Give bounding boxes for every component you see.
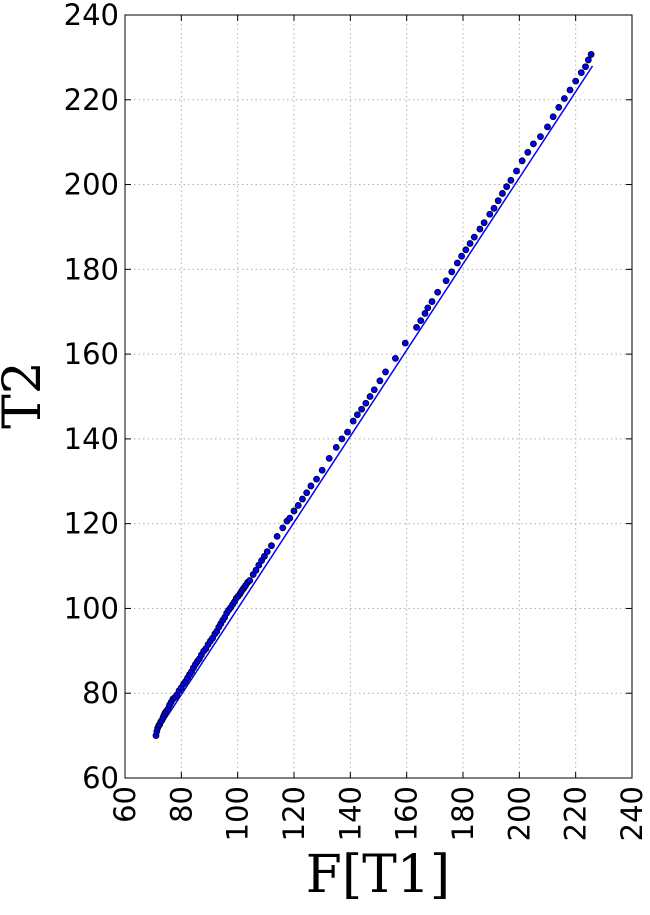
plot-area [152, 51, 595, 740]
data-point [376, 377, 384, 385]
data-point [434, 288, 442, 296]
x-tick-label: 240 [615, 786, 649, 841]
data-point [370, 386, 378, 394]
data-point [490, 204, 498, 212]
data-point [544, 123, 551, 131]
data-point [313, 475, 320, 483]
data-point [424, 304, 432, 312]
data-point [413, 324, 420, 331]
x-tick-label: 60 [108, 786, 142, 823]
data-point [555, 104, 563, 111]
data-point [273, 532, 281, 540]
x-tick-label: 220 [559, 786, 593, 841]
data-point [338, 435, 346, 443]
x-tick-label: 120 [277, 786, 311, 841]
data-point [503, 183, 511, 191]
data-point [263, 548, 271, 556]
data-point [353, 411, 361, 419]
y-axis-title: T2 [0, 361, 53, 429]
x-tick-label: 100 [221, 786, 255, 841]
data-point [458, 252, 465, 260]
x-tick-label: 200 [502, 786, 536, 841]
data-point [537, 133, 544, 141]
data-point [566, 86, 574, 94]
y-tick-label: 240 [64, 0, 119, 32]
data-point [476, 225, 484, 233]
data-point [466, 240, 474, 247]
data-point [442, 277, 450, 285]
data-point [530, 140, 537, 148]
data-point [572, 77, 580, 85]
data-point [286, 514, 294, 522]
data-point [421, 310, 429, 317]
data-point [349, 417, 357, 425]
fit-line [155, 65, 594, 734]
data-point [428, 298, 436, 305]
data-point [518, 157, 526, 165]
y-tick-label: 220 [64, 83, 119, 117]
data-point [299, 495, 306, 503]
x-tick-label: 160 [390, 786, 424, 841]
data-point [448, 268, 456, 276]
data-point [513, 167, 520, 175]
x-tick-label: 140 [333, 786, 367, 841]
data-point [358, 405, 366, 413]
data-point [549, 113, 557, 121]
y-tick-label: 180 [64, 252, 119, 286]
data-point [417, 317, 425, 325]
data-point [279, 524, 287, 532]
tick-marks [124, 14, 633, 779]
y-tick-label: 100 [64, 591, 119, 625]
data-point [290, 507, 298, 515]
data-point [268, 542, 275, 550]
plot-frame [124, 14, 633, 779]
x-axis-title: F[T1] [306, 845, 450, 905]
y-tick-label: 200 [64, 168, 119, 202]
data-point [486, 210, 494, 218]
data-point [344, 428, 351, 436]
data-point [332, 443, 340, 451]
data-point [246, 577, 254, 584]
data-point [391, 354, 399, 362]
data-point [366, 393, 374, 400]
data-point [382, 368, 389, 376]
data-point [252, 566, 260, 574]
data-point [401, 339, 409, 347]
y-tick-label: 120 [64, 507, 119, 541]
data-point [480, 219, 488, 227]
data-point [507, 176, 515, 184]
data-point [318, 466, 326, 474]
y-axis-tick-labels: 60 80 100 120 140 160 180 200 220 240 [64, 0, 119, 795]
y-tick-label: 160 [64, 337, 119, 371]
x-tick-label: 80 [164, 786, 198, 823]
data-point [577, 69, 585, 77]
data-point [582, 63, 589, 71]
y-tick-label: 60 [82, 761, 119, 795]
data-point [303, 489, 311, 497]
data-point [584, 56, 592, 64]
data-point [362, 399, 370, 407]
data-point [499, 190, 506, 197]
data-point [524, 148, 532, 156]
data-point [494, 197, 502, 205]
data-point [462, 246, 470, 254]
y-tick-label: 80 [82, 676, 119, 710]
data-point [307, 482, 315, 490]
data-point [561, 95, 568, 102]
x-axis-tick-labels: 60 80 100 120 140 160 180 200 220 240 [108, 786, 649, 841]
data-point [587, 51, 595, 58]
data-point [325, 454, 333, 462]
data-point [453, 259, 461, 267]
data-point [294, 502, 302, 509]
y-tick-label: 140 [64, 422, 119, 456]
data-point [470, 233, 478, 241]
x-tick-label: 180 [446, 786, 480, 841]
